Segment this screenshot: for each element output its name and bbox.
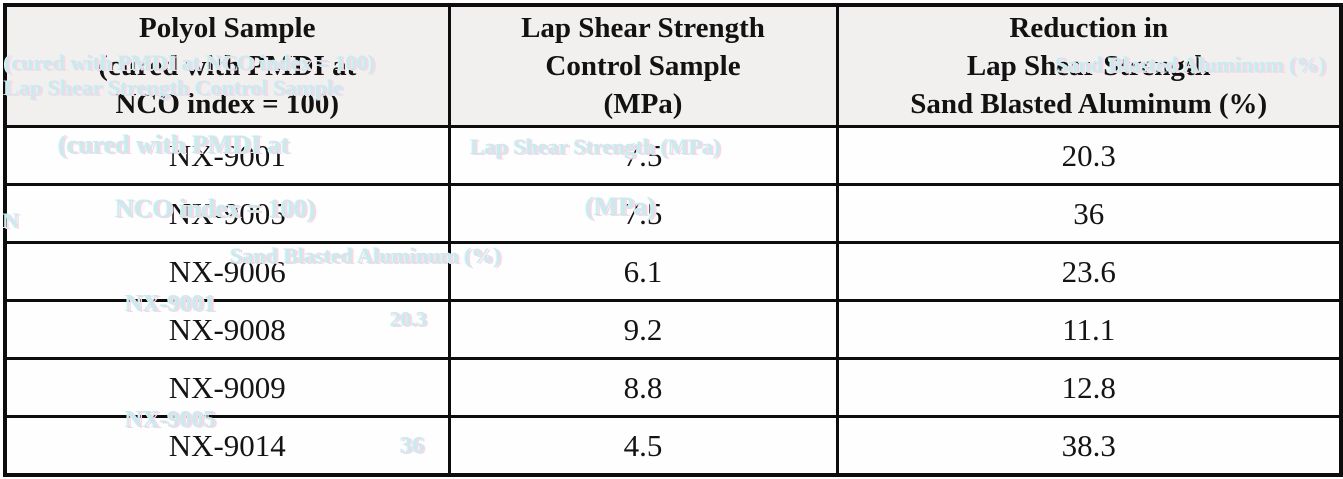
table-row: NX-9006 6.1 23.6 — [3, 241, 1343, 302]
header-line: (MPa) — [603, 88, 683, 120]
control-mpa-cell: 6.1 — [447, 241, 839, 302]
control-mpa-cell: 8.8 — [447, 357, 839, 418]
header-line: Polyol Sample — [139, 12, 316, 44]
col-header-control-strength: Lap Shear Strength Control Sample (MPa) — [447, 3, 839, 128]
table-row: NX-9001 7.5 20.3 — [3, 125, 1343, 186]
header-line: Reduction in — [1009, 12, 1169, 44]
table-row: NX-9005 7.5 36 — [3, 183, 1343, 244]
reduction-pct-cell: 36 — [835, 183, 1343, 244]
sample-cell: NX-9001 — [3, 125, 451, 186]
control-mpa-cell: 7.5 — [447, 125, 839, 186]
reduction-pct-cell: 12.8 — [835, 357, 1343, 418]
reduction-pct-cell: 11.1 — [835, 299, 1343, 360]
header-line: Lap Shear Strength — [966, 50, 1211, 82]
header-line: (cured with PMDI at — [98, 50, 357, 82]
lap-shear-strength-table: Polyol Sample (cured with PMDI at NCO in… — [3, 3, 1343, 477]
sample-cell: NX-9005 — [3, 183, 451, 244]
control-mpa-cell: 9.2 — [447, 299, 839, 360]
header-line: Lap Shear Strength — [521, 12, 765, 44]
sample-cell: NX-9014 — [3, 415, 451, 477]
reduction-pct-cell: 20.3 — [835, 125, 1343, 186]
table-header: Polyol Sample (cured with PMDI at NCO in… — [3, 3, 1343, 128]
header-line: Sand Blasted Aluminum (%) — [910, 88, 1268, 120]
header-line: NCO index = 100) — [115, 88, 340, 120]
col-header-polyol-sample: Polyol Sample (cured with PMDI at NCO in… — [3, 3, 451, 128]
control-mpa-cell: 7.5 — [447, 183, 839, 244]
control-mpa-cell: 4.5 — [447, 415, 839, 477]
col-header-reduction: Reduction in Lap Shear Strength Sand Bla… — [835, 3, 1343, 128]
table-row: NX-9008 9.2 11.1 — [3, 299, 1343, 360]
sample-cell: NX-9009 — [3, 357, 451, 418]
reduction-pct-cell: 23.6 — [835, 241, 1343, 302]
table-row: NX-9014 4.5 38.3 — [3, 415, 1343, 477]
sample-cell: NX-9008 — [3, 299, 451, 360]
table-row: NX-9009 8.8 12.8 — [3, 357, 1343, 418]
sample-cell: NX-9006 — [3, 241, 451, 302]
header-line: Control Sample — [545, 50, 741, 82]
header-row: Polyol Sample (cured with PMDI at NCO in… — [3, 3, 1343, 128]
table-body: NX-9001 7.5 20.3 NX-9005 7.5 36 NX-9006 6.1 23.6… — [3, 125, 1343, 477]
reduction-pct-cell: 38.3 — [835, 415, 1343, 477]
